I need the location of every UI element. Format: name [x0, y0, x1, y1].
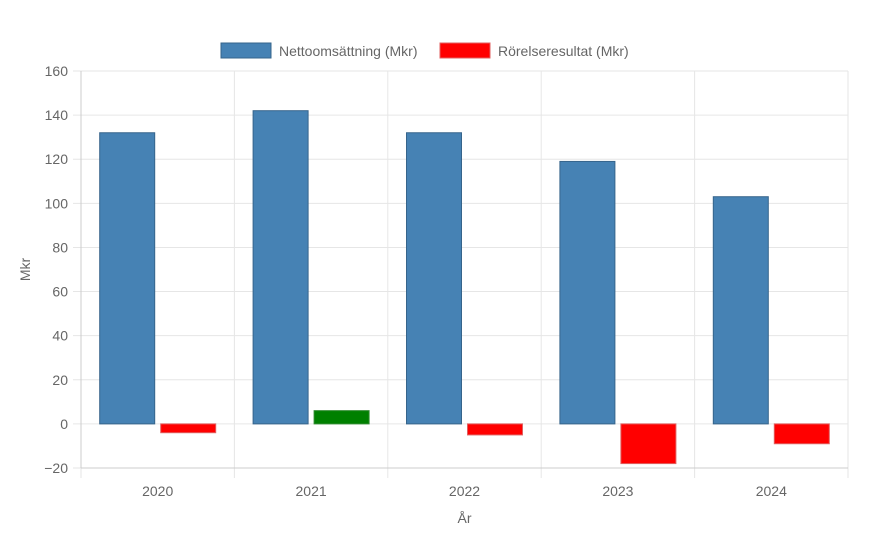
legend-label-nettoomsattning: Nettoomsättning (Mkr): [279, 43, 417, 59]
bar-rorelseresultat: [467, 423, 523, 436]
x-tick-label: 2022: [449, 483, 480, 499]
y-tick-label: 0: [60, 416, 68, 432]
bar-nettoomsattning: [252, 110, 309, 425]
y-tick-label: 60: [52, 284, 68, 300]
y-axis-title: Mkr: [17, 258, 33, 282]
x-tick-label: 2021: [296, 483, 327, 499]
bar-rorelseresultat: [313, 410, 370, 425]
legend: Nettoomsättning (Mkr) Rörelseresultat (M…: [220, 42, 629, 59]
bar-rorelseresultat: [620, 423, 677, 465]
y-tick-label: 80: [52, 239, 68, 255]
legend-label-rorelseresultat: Rörelseresultat (Mkr): [498, 43, 629, 59]
y-tick-label: 40: [52, 328, 68, 344]
bar-rorelseresultat: [773, 423, 830, 445]
x-tick-label: 2023: [602, 483, 633, 499]
bar-nettoomsattning: [406, 132, 462, 425]
bar-nettoomsattning: [99, 132, 156, 425]
bars: [99, 110, 830, 465]
legend-swatch-nettoomsattning: [220, 42, 272, 59]
y-tick-label: 20: [52, 372, 68, 388]
y-tick-label: 100: [45, 195, 69, 211]
bar-nettoomsattning: [712, 196, 769, 425]
bar-rorelseresultat: [160, 423, 217, 434]
x-tick-label: 2024: [756, 483, 787, 499]
y-tick-label: 140: [45, 107, 69, 123]
y-tick-label: 160: [45, 63, 69, 79]
x-axis-title: År: [458, 510, 472, 526]
x-axis: 2020 2021 2022 2023 2024: [142, 483, 787, 499]
y-tick-label: 120: [45, 151, 69, 167]
legend-swatch-rorelseresultat: [439, 42, 491, 59]
x-tick-label: 2020: [142, 483, 173, 499]
y-axis: −20 0 20 40 60 80 100 120 140 160: [44, 63, 68, 476]
y-tick-label: −20: [44, 460, 68, 476]
bar-nettoomsattning: [559, 160, 616, 425]
